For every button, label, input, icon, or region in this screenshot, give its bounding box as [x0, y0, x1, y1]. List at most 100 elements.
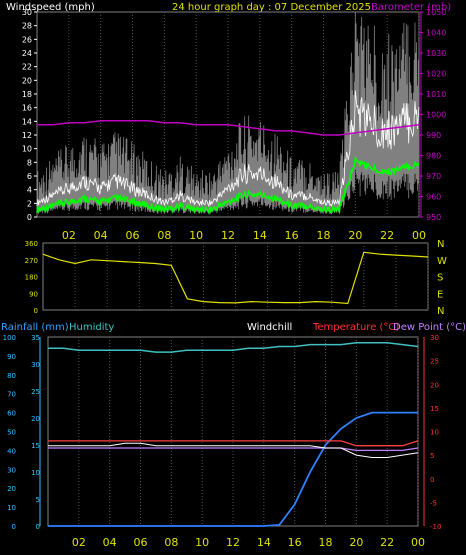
x-tick-label: 14: [253, 229, 267, 242]
x-tick-label: 10: [189, 229, 203, 242]
temp-tick-label: 5: [430, 452, 434, 460]
x-tick-label: 04: [94, 229, 108, 242]
rain-mm-tick-label: 30: [31, 361, 40, 369]
y-tick-label: 30: [22, 8, 32, 17]
x-tick-label: 18: [317, 229, 331, 242]
dir-tick-label: 0: [34, 307, 38, 315]
y2-tick-label: 1010: [426, 90, 446, 99]
compass-label: S: [437, 273, 443, 284]
x-tick-label: 04: [103, 536, 117, 549]
rain-mm-tick-label: 5: [36, 496, 40, 504]
graph-date-title: 24 hour graph day : 07 December 2025: [172, 2, 371, 13]
temp-tick-label: 0: [430, 476, 434, 484]
x-tick-label: 00: [412, 229, 426, 242]
x-tick-label: 10: [195, 536, 209, 549]
y-tick-label: 12: [22, 131, 32, 140]
y-tick-label: 14: [22, 117, 32, 126]
temp-tick-label: 25: [430, 358, 439, 366]
rain-pct-tick-label: 50: [7, 429, 16, 437]
rain-mm-tick-label: 35: [31, 334, 40, 342]
rain-pct-tick-label: 80: [7, 372, 16, 380]
y-tick-label: 0: [27, 213, 32, 222]
axis-labels: 0202040406060808101012121414161618182020…: [3, 8, 447, 549]
x-tick-label: 06: [126, 229, 140, 242]
dewpoint-series: [48, 447, 419, 452]
rain-pct-tick-label: 10: [7, 504, 16, 512]
y-tick-label: 28: [22, 22, 32, 31]
temperature-series: [48, 440, 419, 447]
rain-pct-tick-label: 60: [7, 410, 16, 418]
rain-pct-tick-label: 40: [7, 447, 16, 455]
rain-mm-tick-label: 10: [31, 469, 40, 477]
x-tick-label: 22: [380, 536, 394, 549]
barometer-series: [37, 119, 420, 136]
dir-tick-label: 180: [25, 274, 38, 282]
rain-mm-tick-label: 20: [31, 415, 40, 423]
temperature-title: Temperature (°C): [312, 322, 399, 333]
x-tick-label: 22: [380, 229, 394, 242]
windspeed-gust-series: [36, 11, 420, 215]
x-tick-label: 12: [226, 536, 240, 549]
x-tick-label: 14: [257, 536, 271, 549]
x-tick-label: 16: [285, 229, 299, 242]
y2-tick-label: 1020: [426, 70, 446, 79]
y-tick-label: 10: [22, 145, 32, 154]
y2-tick-label: 990: [426, 131, 441, 140]
rain-mm-tick-label: 25: [31, 388, 40, 396]
dir-tick-label: 270: [25, 257, 38, 265]
x-tick-label: 00: [411, 536, 425, 549]
x-tick-label: 20: [349, 536, 363, 549]
humidity-series: [48, 341, 419, 353]
windspeed-series: [36, 90, 420, 208]
x-tick-label: 08: [157, 229, 171, 242]
x-tick-label: 08: [164, 536, 178, 549]
y-tick-label: 16: [22, 104, 32, 113]
wind-direction-series: [42, 251, 429, 305]
x-tick-label: 20: [348, 229, 362, 242]
y2-tick-label: 970: [426, 172, 441, 181]
barometer-title: Barometer (mb): [371, 2, 451, 13]
y2-tick-label: 1030: [426, 49, 446, 58]
temp-tick-label: 20: [430, 381, 439, 389]
y-tick-label: 26: [22, 35, 32, 44]
temp-tick-label: -5: [430, 499, 437, 507]
y2-tick-label: 1000: [426, 111, 446, 120]
compass-label: E: [437, 289, 443, 300]
temp-tick-label: 30: [430, 334, 439, 342]
y2-tick-label: 980: [426, 152, 441, 161]
rain-pct-tick-label: 0: [12, 523, 16, 531]
rain-pct-tick-label: 30: [7, 466, 16, 474]
y-tick-label: 18: [22, 90, 32, 99]
climate-panel-frame: [47, 336, 419, 527]
y2-tick-label: 1050: [426, 8, 446, 17]
windchill-title: Windchill: [247, 322, 292, 333]
rainfall-series: [48, 411, 418, 527]
y-tick-label: 22: [22, 63, 32, 72]
compass-label: N: [437, 239, 444, 250]
y-tick-label: 4: [27, 186, 32, 195]
rain-pct-tick-label: 70: [7, 391, 16, 399]
rain-pct-tick-label: 20: [7, 485, 16, 493]
y-tick-label: 24: [22, 49, 32, 58]
x-tick-label: 06: [134, 536, 148, 549]
rain-pct-tick-label: 90: [7, 353, 16, 361]
temp-tick-label: 15: [430, 405, 439, 413]
dir-tick-label: 90: [29, 290, 38, 298]
x-tick-label: 18: [319, 536, 333, 549]
x-tick-label: 12: [221, 229, 235, 242]
dir-tick-label: 360: [25, 240, 38, 248]
temp-tick-label: -10: [430, 523, 441, 531]
rain-mm-tick-label: 15: [31, 442, 40, 450]
rain-mm-tick-label: 0: [36, 523, 40, 531]
rain-pct-tick-label: 100: [3, 334, 16, 342]
y-tick-label: 6: [27, 172, 32, 181]
wind-average-series: [36, 155, 420, 216]
windchill-series: [48, 442, 419, 458]
humidity-title: Humidity: [69, 322, 114, 333]
x-tick-label: 02: [72, 536, 86, 549]
y2-tick-label: 950: [426, 213, 441, 222]
compass-label: N: [437, 306, 444, 317]
y2-tick-label: 960: [426, 193, 441, 202]
y-tick-label: 20: [22, 76, 32, 85]
temp-tick-label: 10: [430, 429, 439, 437]
